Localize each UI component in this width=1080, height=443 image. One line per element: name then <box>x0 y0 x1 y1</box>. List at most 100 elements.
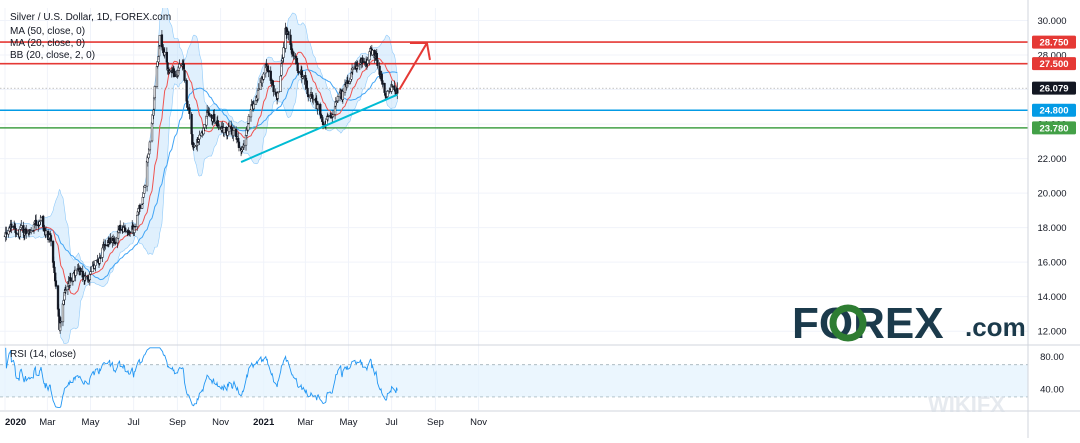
candle-body <box>316 103 320 105</box>
candle <box>44 226 48 238</box>
forex-logo: FOREX .com <box>792 299 1026 348</box>
candle <box>213 108 216 125</box>
candle <box>148 140 152 152</box>
candle-body <box>292 51 295 57</box>
candle-body <box>232 127 236 131</box>
candles-layer <box>3 22 399 334</box>
candle-body <box>128 231 132 234</box>
candle-body <box>279 75 282 92</box>
level-tag-27.500 <box>1032 57 1076 71</box>
candle-body <box>277 91 280 93</box>
candle <box>79 266 82 276</box>
candle-body <box>256 89 260 100</box>
candle <box>167 67 171 74</box>
candle <box>351 67 354 75</box>
candle-body <box>213 113 216 122</box>
candle-body <box>114 241 117 245</box>
bullish-arrow-shaft <box>398 42 428 91</box>
candle-body <box>20 225 23 228</box>
chart-title: Silver / U.S. Dollar, 1D, FOREX.com <box>10 12 171 23</box>
candle <box>376 55 379 69</box>
candle <box>262 72 265 81</box>
price-tick-label: 12.000 <box>1037 327 1066 338</box>
level-tag-24.800 <box>1032 103 1076 117</box>
level-lines-layer <box>0 41 1028 129</box>
candle <box>252 100 255 111</box>
candle <box>49 233 53 247</box>
candle-body <box>61 303 65 323</box>
candle-body <box>168 70 171 72</box>
candle-body <box>8 227 11 232</box>
candle-body <box>390 85 393 92</box>
logo-suffix: .com <box>965 312 1026 342</box>
candle-body <box>34 219 38 226</box>
candle-body <box>136 215 139 228</box>
candle <box>193 142 196 148</box>
candle-body <box>15 232 18 235</box>
candle <box>232 125 236 136</box>
candle-body <box>376 59 379 66</box>
candle <box>202 127 205 136</box>
last-price-label: 26.079 <box>1039 84 1068 95</box>
candle-body <box>262 73 265 80</box>
candle <box>15 230 18 237</box>
candle-body <box>287 31 290 36</box>
candle-body <box>396 88 399 94</box>
candle <box>346 74 349 87</box>
candle-body <box>104 244 107 246</box>
candle <box>140 203 144 209</box>
price-tick-label: 16.000 <box>1037 258 1066 269</box>
candle-body <box>101 247 104 258</box>
candle-body <box>69 277 72 282</box>
candle-body <box>44 230 48 236</box>
candle-body <box>30 230 33 233</box>
candle <box>208 107 211 118</box>
candle-body <box>381 80 384 85</box>
rsi-line-group <box>5 347 398 408</box>
candle-body <box>190 114 193 135</box>
candle-body <box>102 246 105 248</box>
time-tick-label: 2021 <box>253 417 275 428</box>
candle <box>84 271 87 282</box>
bb-legend: BB (20, close, 2, 0) <box>10 50 95 61</box>
price-tick-label: 22.000 <box>1037 154 1066 165</box>
level-tag-28.750 <box>1032 35 1076 49</box>
candle-body <box>254 100 258 105</box>
candle <box>386 89 389 99</box>
candle <box>188 103 191 120</box>
candle-body <box>39 217 43 221</box>
candle <box>190 112 193 136</box>
candle <box>69 272 72 284</box>
candle-body <box>333 106 337 115</box>
grid-layer <box>0 8 1028 410</box>
candle <box>109 233 112 245</box>
candle-body <box>74 269 77 276</box>
candle <box>138 203 142 212</box>
candle <box>218 123 221 130</box>
candle <box>59 317 62 328</box>
candle-body <box>167 69 171 71</box>
candle-body <box>208 113 211 116</box>
candle <box>297 67 300 76</box>
candle-body <box>109 237 112 244</box>
candle <box>136 215 139 231</box>
candle-body <box>326 115 330 117</box>
candle-body <box>383 82 386 93</box>
candle <box>366 56 369 68</box>
candle-body <box>133 225 137 228</box>
candle <box>173 68 176 78</box>
logo-wordmark: FOREX <box>792 299 944 348</box>
candle-body <box>163 52 166 56</box>
candle-body <box>257 88 260 91</box>
candle-body <box>178 63 181 69</box>
candle-body <box>150 122 154 142</box>
candle-body <box>173 70 176 77</box>
candle <box>54 277 58 290</box>
candle-body <box>218 125 221 128</box>
candle <box>277 91 280 93</box>
candle-body <box>336 96 340 102</box>
candle-body <box>386 91 389 97</box>
level-tag-label: 28.750 <box>1039 37 1068 48</box>
